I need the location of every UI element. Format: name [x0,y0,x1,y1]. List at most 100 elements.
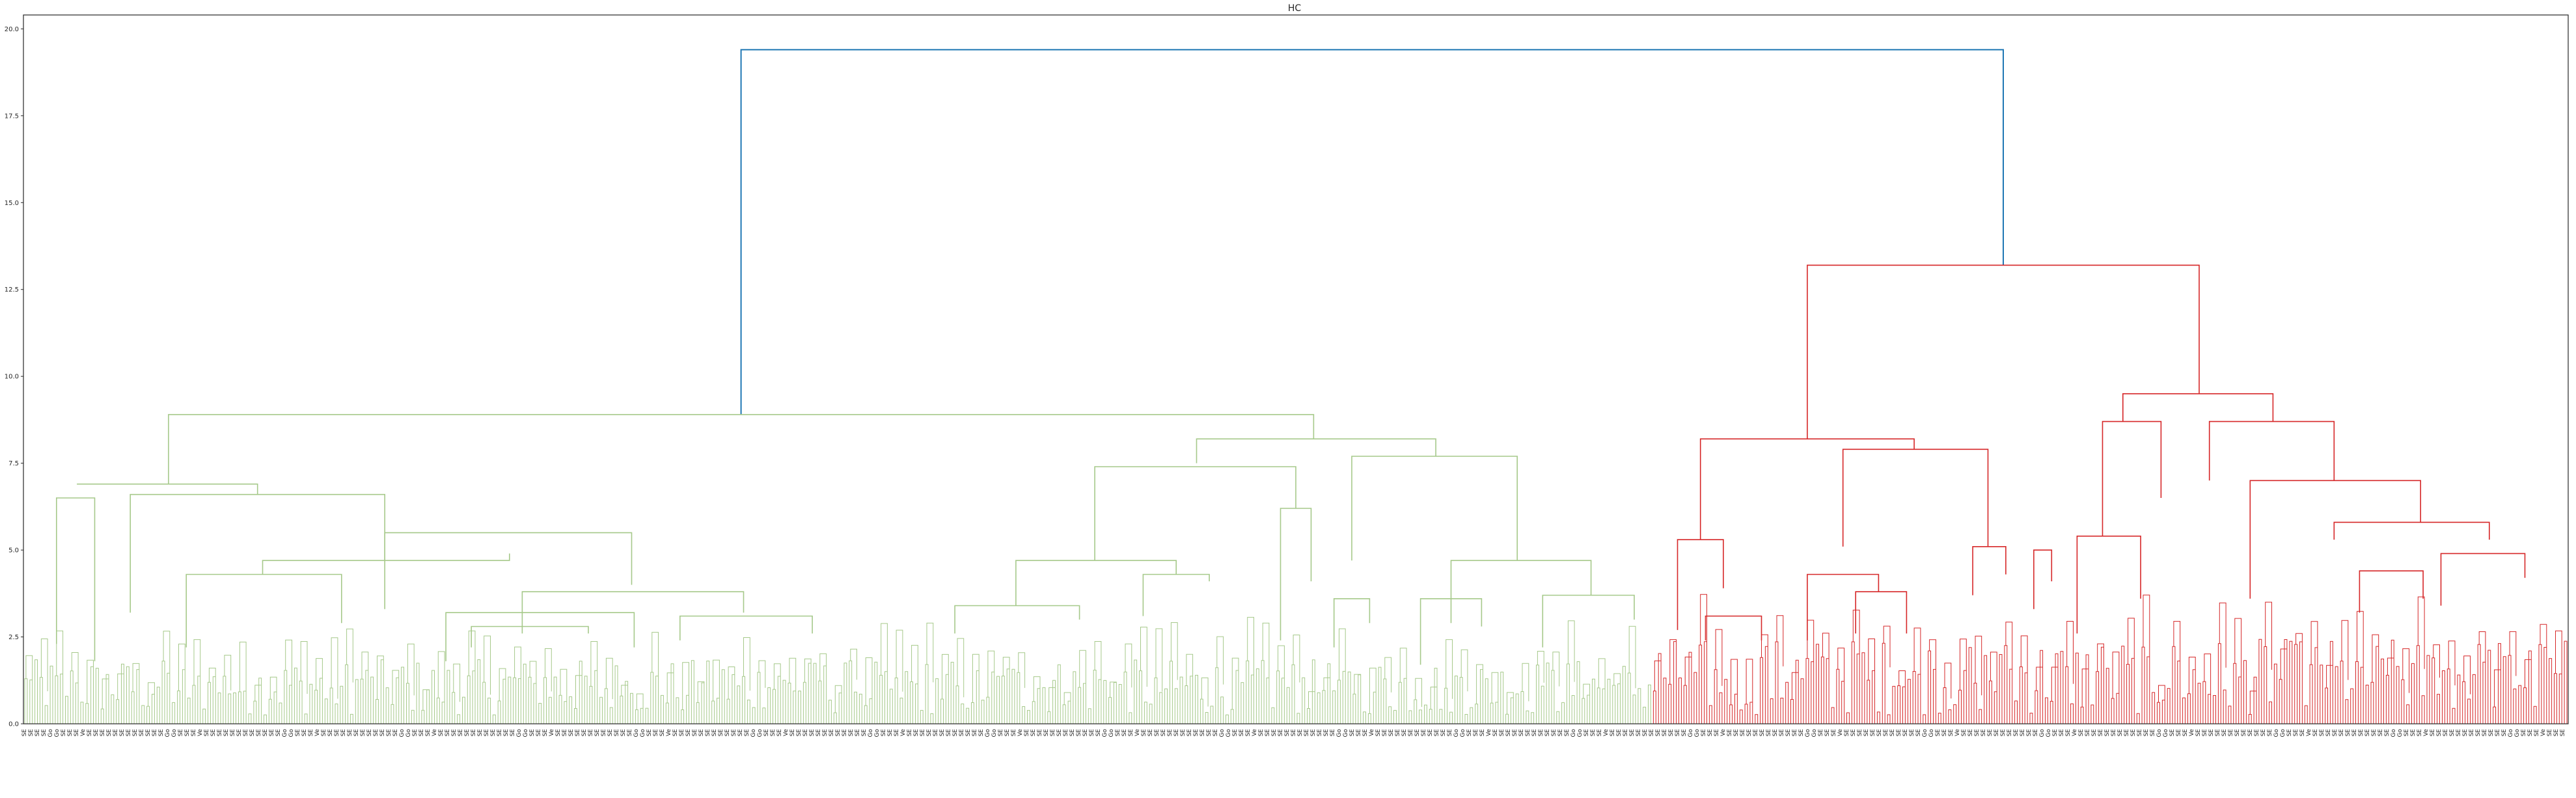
leaf-label: SE [1850,729,1857,737]
leaf-label: SE [1388,729,1395,737]
dendrogram-link [262,553,510,575]
leaf-label: SE [445,729,451,737]
leaf-label: SE [1024,729,1030,737]
leaf-label: SE [1525,729,1531,737]
leaf-label: SE [301,729,308,737]
leaf-label: SE [451,729,458,737]
leaf-label: SE [1082,729,1089,737]
leaf-label: SE [1980,729,1987,737]
leaf-label: SE [1356,729,1362,737]
leaf-label: Go [1694,729,1701,737]
leaf-label: SE [1636,729,1642,737]
leaf-label: SE [1492,729,1499,737]
leaf-label: SE [620,729,627,737]
leaf-label: SE [1297,729,1304,737]
dendrogram-link [185,573,342,648]
leaf-label: SE [1883,729,1889,737]
dendrogram-link [445,612,635,661]
leaf-label: SE [711,729,718,737]
leaf-label: SE [2241,729,2247,737]
leaf-label: SE [1173,729,1180,737]
leaf-label: SE [1759,729,1766,737]
leaf-label: Go [1805,729,1811,737]
leaf-label: SE [379,729,386,737]
leaf-label: SE [275,729,282,737]
leaf-label: Go [2514,729,2521,737]
leaf-label: SE [152,729,158,737]
leaf-label: Go [1453,729,1460,737]
leaf-label: SE [2000,729,2007,737]
leaf-label: SE [1967,729,1974,737]
dendrogram-link [2249,480,2421,599]
leaf-label: Ve [2072,729,2078,736]
leaf-label: SE [861,729,868,737]
leaf-label: SE [2117,729,2124,737]
leaf-label: SE [1564,729,1570,737]
leaf-label: SE [1876,729,1883,737]
leaf-label: SE [2377,729,2384,737]
leaf-label: SE [1375,729,1382,737]
leaf-label: SE [1766,729,1772,737]
leaf-label: Go [523,729,529,737]
leaf-label: SE [2338,729,2345,737]
leaf-label: SE [1421,729,1427,737]
leaf-label: Go [405,729,412,737]
cluster-leaf-links [24,616,1651,724]
leaf-label: SE [2332,729,2338,737]
leaf-label: Go [282,729,288,737]
dendrogram-link [2333,521,2490,540]
leaf-labels: SE SE SE SE Go Go SE SE SE Ve SE SE SE SE SE SE SE SE SE SE… [21,729,2566,737]
leaf-label: SE [555,729,562,737]
leaf-label: SE [1160,729,1167,737]
leaf-label: SE [731,729,737,737]
leaf-label: SE [1714,729,1720,737]
leaf-label: SE [959,729,965,737]
leaf-label: SE [191,729,197,737]
leaf-label: SE [1479,729,1486,737]
leaf-label: SE [1011,729,1017,737]
leaf-label: SE [920,729,926,737]
leaf-label: SE [718,729,724,737]
leaf-label: Go [2273,729,2280,737]
leaf-label: SE [1167,729,1173,737]
leaf-label: SE [1076,729,1082,737]
dendrogram-link [1142,573,1210,616]
y-tick-label: 5.0 [8,547,19,555]
y-tick-label: 7.5 [8,460,19,467]
leaf-label: SE [2527,729,2534,737]
leaf-label: Go [1226,729,1232,737]
leaf-label: SE [972,729,978,737]
leaf-label: SE [659,729,666,737]
leaf-label: SE [679,729,685,737]
leaf-label: SE [705,729,711,737]
dendrogram-link [2102,420,2162,536]
leaf-label: SE [2234,729,2241,737]
dendrogram-link [1842,448,1989,547]
leaf-label: SE [1746,729,1753,737]
leaf-label: Ve [2306,729,2312,736]
leaf-label: SE [1505,729,1512,737]
leaf-label: SE [822,729,829,737]
leaf-label: SE [87,729,93,737]
leaf-label: Ve [2540,729,2547,736]
leaf-label: SE [724,729,731,737]
leaf-label: SE [1069,729,1076,737]
leaf-label: Ve [783,729,789,736]
leaf-label: SE [347,729,353,737]
leaf-label: Ve [666,729,672,736]
leaf-label: SE [692,729,698,737]
dendrogram-link [1677,539,1724,630]
leaf-label: SE [61,729,67,737]
dendrogram-links [56,49,2526,665]
leaf-label: SE [1610,729,1616,737]
leaf-label: SE [1063,729,1069,737]
leaf-label: SE [210,729,217,737]
leaf-label: SE [2260,729,2267,737]
dendrogram-link [1280,508,1312,640]
leaf-label: SE [2215,729,2221,737]
leaf-label: SE [2065,729,2072,737]
leaf-label: SE [2384,729,2391,737]
leaf-label: SE [1994,729,2000,737]
leaf-label: SE [510,729,516,737]
